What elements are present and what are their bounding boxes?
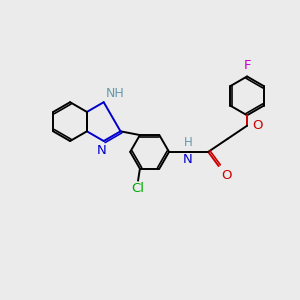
Text: Cl: Cl — [132, 182, 145, 196]
Text: O: O — [252, 119, 262, 132]
Text: NH: NH — [106, 87, 125, 100]
Text: N: N — [183, 153, 193, 166]
Text: H: H — [184, 136, 192, 149]
Text: O: O — [222, 169, 232, 182]
Text: F: F — [243, 59, 251, 72]
Text: N: N — [97, 144, 106, 157]
